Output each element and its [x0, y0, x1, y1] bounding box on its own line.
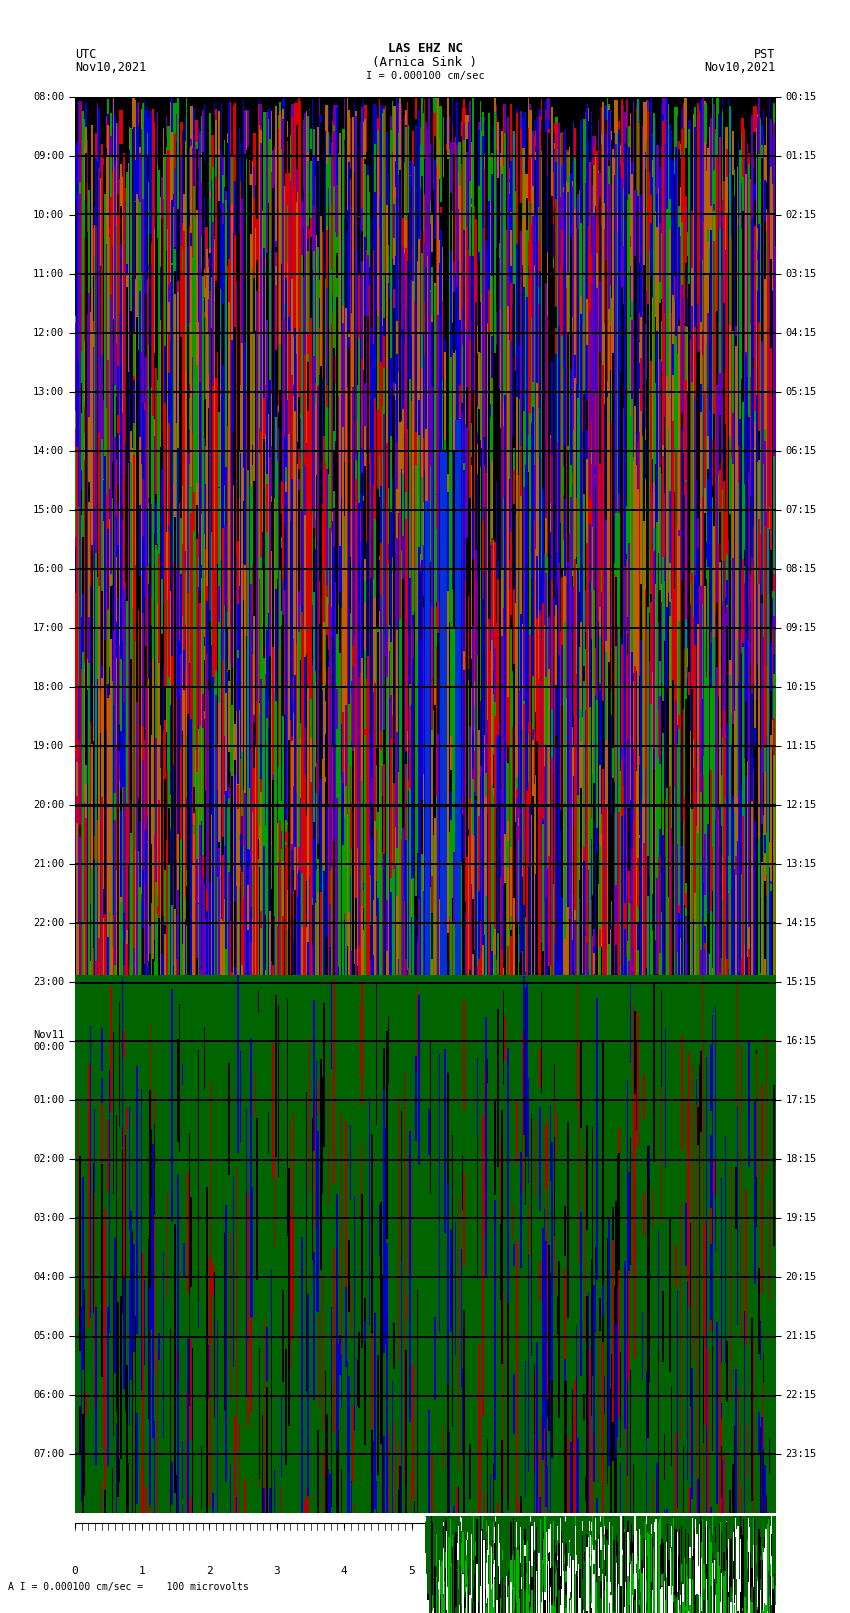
- Text: LAS EHZ NC: LAS EHZ NC: [388, 42, 462, 55]
- Text: I = 0.000100 cm/sec: I = 0.000100 cm/sec: [366, 71, 484, 81]
- Text: Nov10,2021: Nov10,2021: [704, 61, 775, 74]
- Text: A I = 0.000100 cm/sec =    100 microvolts: A I = 0.000100 cm/sec = 100 microvolts: [8, 1582, 249, 1592]
- Text: (Arnica Sink ): (Arnica Sink ): [372, 56, 478, 69]
- Text: Nov10,2021: Nov10,2021: [75, 61, 146, 74]
- Text: UTC: UTC: [75, 48, 96, 61]
- Text: PST: PST: [754, 48, 775, 61]
